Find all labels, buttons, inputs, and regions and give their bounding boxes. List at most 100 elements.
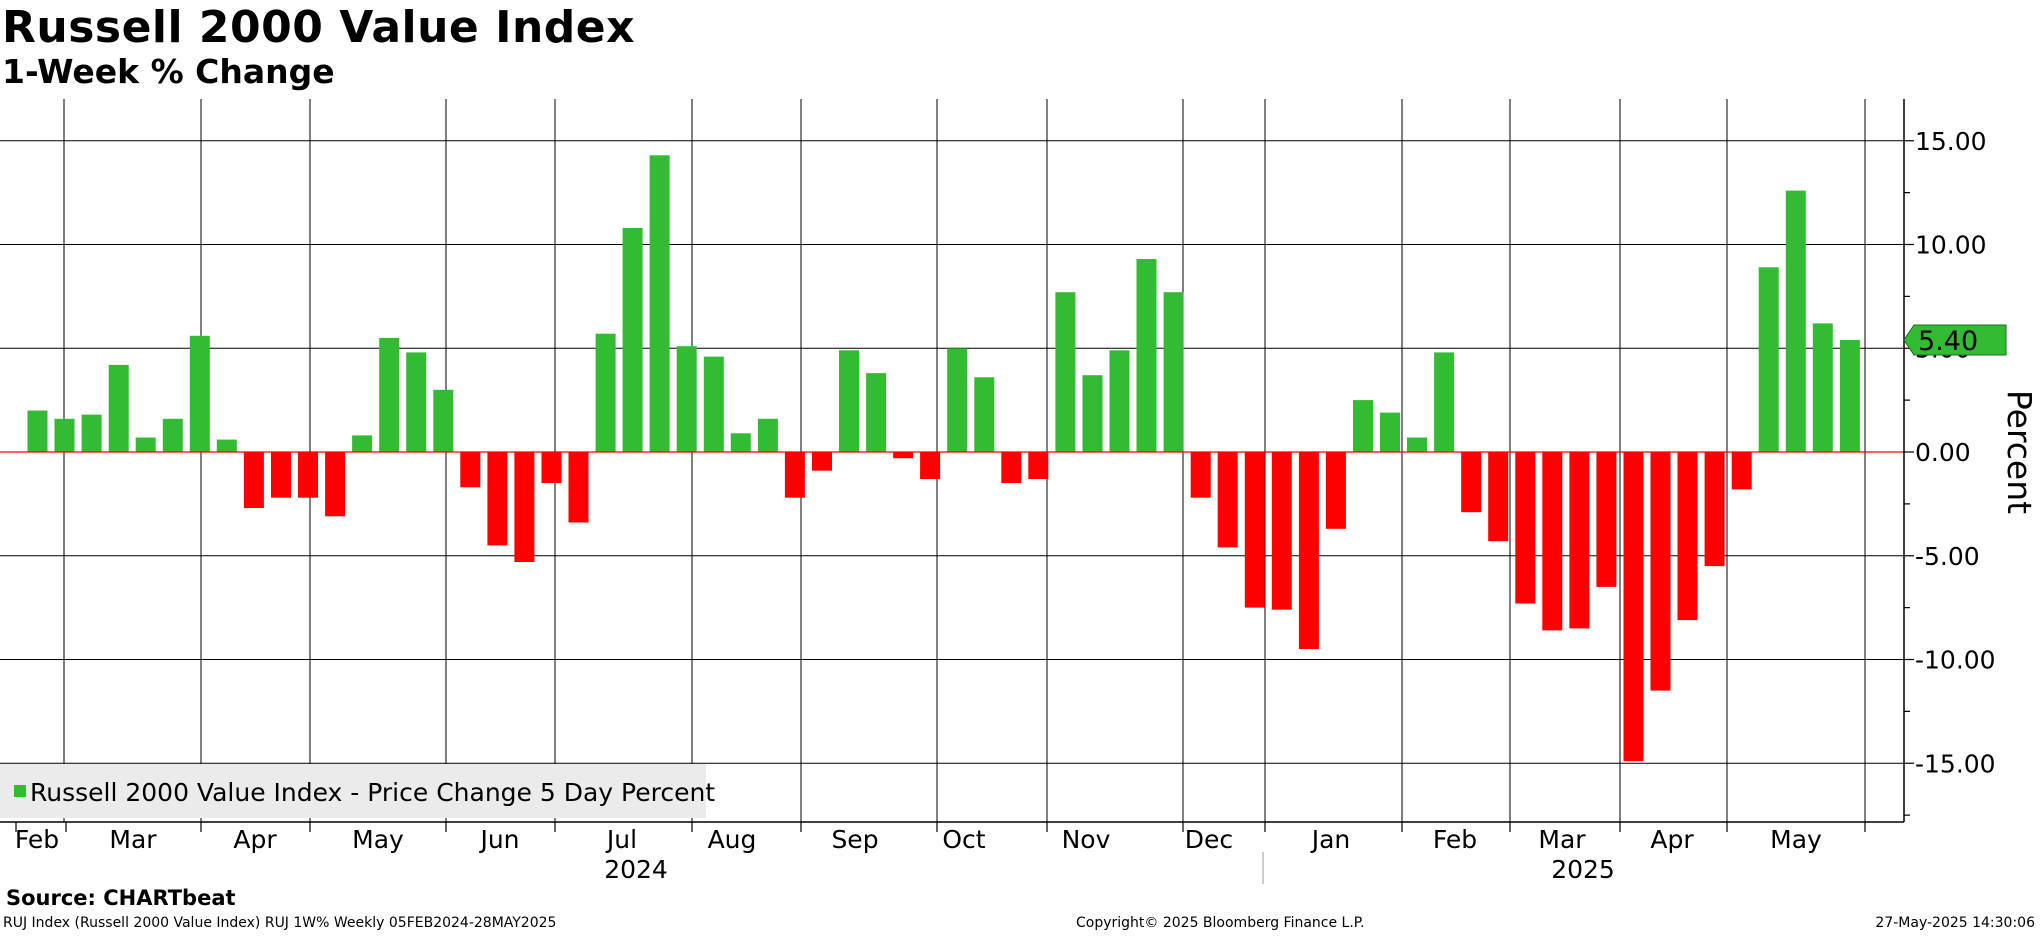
bar	[1515, 452, 1536, 604]
bar	[1163, 292, 1184, 452]
chart-subtitle: 1-Week % Change	[2, 52, 335, 91]
bar	[1271, 452, 1292, 610]
last-value-label: 5.40	[1918, 326, 1978, 357]
bar	[866, 373, 887, 452]
month-label: Feb	[1433, 825, 1477, 854]
bar	[1353, 400, 1373, 452]
bar	[1488, 452, 1509, 542]
month-label: Oct	[942, 825, 985, 854]
bar	[947, 348, 968, 453]
bar	[595, 333, 616, 452]
bar	[649, 155, 670, 453]
bar	[1542, 452, 1563, 631]
bar	[730, 433, 751, 452]
month-label: Mar	[1538, 825, 1586, 854]
bar	[27, 410, 48, 452]
month-label: Nov	[1062, 825, 1111, 854]
month-label: Mar	[109, 825, 157, 854]
legend: Russell 2000 Value Index - Price Change …	[0, 764, 715, 818]
bar	[1109, 350, 1130, 452]
bar	[703, 356, 724, 452]
legend-background	[0, 764, 706, 818]
bar	[839, 350, 859, 452]
y-tick-label: 0.00	[1915, 438, 1971, 467]
bar	[1758, 267, 1779, 452]
year-label: 2025	[1551, 855, 1615, 884]
month-label: Apr	[1650, 825, 1694, 854]
bar	[460, 452, 481, 488]
y-tick-label: -15.00	[1915, 749, 1996, 778]
bar	[1244, 452, 1265, 608]
bars	[27, 155, 1860, 762]
month-label: Jan	[1310, 825, 1351, 854]
month-label: Apr	[233, 825, 277, 854]
bar	[676, 346, 697, 452]
axes: 15.0010.005.000.00-5.00-10.00-15.00Perce…	[0, 99, 2039, 884]
timestamp: 27-May-2025 14:30:06	[1875, 915, 2035, 931]
bar	[812, 452, 832, 471]
bar	[1055, 292, 1076, 452]
month-label: May	[1770, 825, 1822, 854]
bar	[1623, 452, 1644, 762]
bar	[135, 437, 156, 452]
legend-swatch	[14, 785, 26, 797]
bar	[1839, 339, 1860, 452]
bar	[1298, 452, 1319, 650]
bar	[1650, 452, 1671, 691]
bar	[1677, 452, 1698, 621]
bar	[189, 335, 210, 452]
bar	[541, 452, 562, 484]
bar	[1082, 375, 1103, 452]
month-label: Aug	[708, 825, 757, 854]
bar	[433, 389, 454, 453]
bar	[1217, 452, 1238, 548]
bar	[1704, 452, 1725, 567]
chart-title: Russell 2000 Value Index	[2, 2, 636, 53]
series-description: RUJ Index (Russell 2000 Value Index) RUJ…	[3, 915, 557, 931]
bar	[81, 414, 102, 452]
y-tick-label: -5.00	[1915, 542, 1980, 571]
bar	[54, 418, 75, 452]
bar	[298, 452, 318, 498]
bar	[1407, 437, 1427, 452]
bar	[1434, 352, 1455, 452]
legend-label: Russell 2000 Value Index - Price Change …	[30, 778, 715, 807]
bar	[1190, 452, 1211, 498]
bar	[1380, 412, 1400, 452]
bar	[271, 452, 291, 498]
y-tick-label: -10.00	[1915, 646, 1996, 675]
bar	[1596, 452, 1617, 587]
month-label: Jul	[605, 825, 637, 854]
bar	[784, 452, 805, 498]
bar	[1569, 452, 1590, 629]
bar	[920, 452, 941, 479]
month-label: Feb	[15, 825, 59, 854]
bar	[1028, 452, 1049, 479]
bar	[216, 439, 237, 452]
bar	[1731, 452, 1752, 490]
bar	[893, 452, 914, 459]
bar	[1325, 452, 1346, 529]
y-tick-label: 15.00	[1915, 127, 1987, 156]
copyright-notice: Copyright© 2025 Bloomberg Finance L.P.	[1076, 915, 1365, 931]
bar	[487, 452, 508, 546]
bar	[514, 452, 535, 562]
month-label: May	[352, 825, 404, 854]
bar	[974, 377, 995, 452]
y-axis-title: Percent	[2000, 390, 2039, 514]
bar	[243, 452, 264, 508]
source-label: Source: CHARTbeat	[6, 886, 236, 910]
month-label: Jun	[478, 825, 519, 854]
bar	[1812, 323, 1833, 453]
bar	[325, 452, 346, 517]
bar	[162, 418, 183, 452]
y-tick-label: 10.00	[1915, 231, 1987, 260]
bar	[1461, 452, 1482, 513]
bar	[757, 418, 778, 452]
year-label: 2024	[604, 855, 668, 884]
bar	[108, 364, 129, 453]
bar	[1136, 259, 1157, 452]
bar	[379, 337, 400, 452]
bar	[406, 352, 427, 452]
